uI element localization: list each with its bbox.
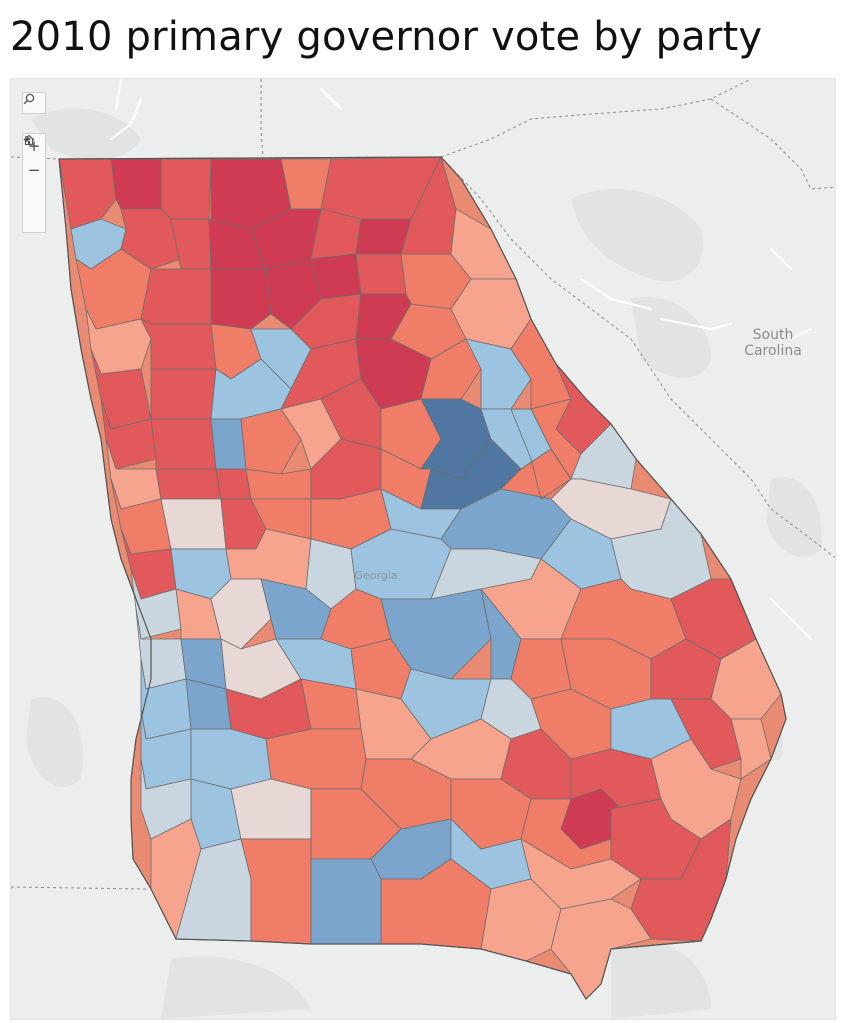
map-search-button[interactable] <box>22 92 46 114</box>
map-zoom-controls: + − <box>22 133 46 233</box>
search-icon <box>23 93 35 105</box>
south-carolina-label: South Carolina <box>744 327 802 359</box>
georgia-label: Georgia <box>354 569 398 582</box>
page-title: 2010 primary governor vote by party <box>10 14 763 60</box>
zoom-in-button[interactable]: + <box>27 137 41 155</box>
map-view[interactable]: South Carolina Georgia + − <box>10 78 836 1020</box>
counties <box>58 155 782 1000</box>
georgia-outline <box>58 156 787 1000</box>
zoom-out-button[interactable]: − <box>27 161 41 179</box>
home-button[interactable] <box>23 134 45 206</box>
play-icon <box>25 135 31 143</box>
map-canvas[interactable] <box>11 79 836 1020</box>
expand-controls-button[interactable] <box>23 135 45 230</box>
rivers <box>110 79 812 640</box>
